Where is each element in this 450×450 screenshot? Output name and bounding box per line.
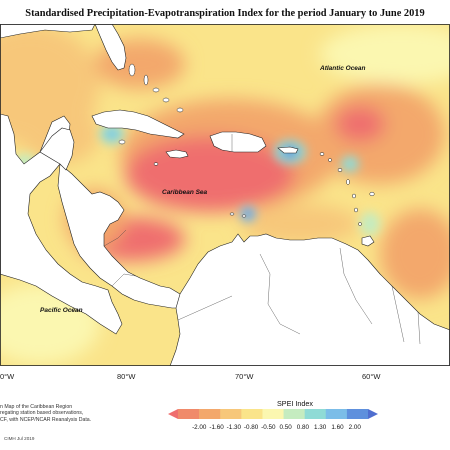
jamaica-land [165,149,189,159]
field-atlantic-strong-dry [335,106,385,142]
cayman-island [153,162,159,166]
field-leewards-wet [341,156,359,172]
barbados-island [369,191,375,197]
cuba-land [91,109,185,139]
spei-map-canvas: Atlantic Ocean Caribbean Sea Pacific Oce… [0,24,450,366]
trinidad-land [361,235,375,247]
legend-swatch [283,409,305,419]
legend-swatch [304,409,327,419]
lon-label-70w: 70°W [235,372,254,381]
legend-tick-label: 1.60 [331,424,344,431]
abc-island [229,212,235,216]
spei-map: Atlantic Ocean Caribbean Sea Pacific Oce… [0,24,450,366]
atlantic-ocean-label: Atlantic Ocean [319,65,366,72]
legend-ticks: -2.00 -1.60 -1.30 -0.80 -0.50 0.50 0.80 1.30 1.6… [168,424,378,434]
isla-juventud-island [118,139,126,145]
windward-island [346,179,350,185]
legend-arrow-high [368,409,378,419]
land-masses [0,24,450,366]
legend-swatch [325,409,348,419]
leeward-island [319,152,325,156]
legend-swatch [262,409,284,419]
field-abc-very-wet [245,211,251,217]
legend-title: SPEI Index [277,399,313,408]
legend-swatch [241,409,263,419]
florida-land [94,24,127,71]
border-line [391,285,405,343]
windward-island [358,221,362,227]
note-line: CF, with NCEP/NCAR Reanalysis Data. [0,416,92,423]
legend-tick-label: -0.50 [261,424,276,431]
border-line [111,273,137,287]
map-title: Standardised Precipitation-Evapotranspir… [25,8,425,19]
lon-label-60w: 60°W [362,372,381,381]
border-line [339,247,373,325]
legend-tick-label: 0.50 [279,424,292,431]
turks-caicos-island [176,107,184,113]
field-east-caribbean [240,204,360,244]
yucatan-land [39,127,75,171]
legend-swatch [178,409,200,419]
legend-tick-label: -1.30 [226,424,241,431]
mexico-land [0,113,123,335]
field-caribbean-strong-dry [125,136,295,212]
windward-island [352,193,356,199]
country-borders [103,134,421,345]
field-atlantic-north [320,24,450,84]
credit-text: CIMH Jul 2019 [4,436,35,441]
hispaniola-land [209,131,267,153]
legend-swatch [220,409,242,419]
gulf-coast-land [0,24,96,39]
border-line [177,295,233,321]
border-line [103,229,127,247]
south-america-land [169,233,450,366]
bahamas-island [162,97,170,103]
lon-label-80w: 80°W [117,372,136,381]
legend-tick-label: -0.80 [243,424,259,431]
legend-tick-label: 0.80 [296,424,310,431]
pacific-ocean-label: Pacific Ocean [40,307,83,314]
legend-tick-label: -2.00 [192,424,207,431]
caribbean-sea-label: Caribbean Sea [162,189,208,196]
legend-tick-label: -1.60 [209,424,224,431]
field-windwards-wet [360,212,380,236]
lon-label-90w: 0°W [0,372,15,381]
bahamas-island [128,63,136,77]
border-line [417,311,421,345]
small-islands [118,63,375,227]
note-line: regating station based observations, [0,410,84,417]
legend-arrow-low [168,409,178,419]
windward-island [354,207,358,213]
legend-tick-label: 2.00 [348,424,361,431]
legend-swatch [199,409,221,419]
legend-tick-label: 1.30 [314,424,327,431]
puerto-rico-land [277,146,299,154]
legend-swatch [346,409,369,419]
spei-field [0,24,450,366]
leeward-island [328,158,332,162]
field-cuba-very-wet [107,130,117,138]
leeward-island [337,168,343,172]
legend-colorbar [168,409,378,419]
field-guiana-dry [380,209,450,299]
central-america-land [57,163,189,309]
bahamas-island [152,87,160,93]
bahamas-island [143,74,149,86]
abc-island [241,214,247,218]
map-notes: n Map of the Caribbean Region regating s… [0,404,130,423]
note-line: n Map of the Caribbean Region [0,404,73,410]
border-line [259,253,301,335]
